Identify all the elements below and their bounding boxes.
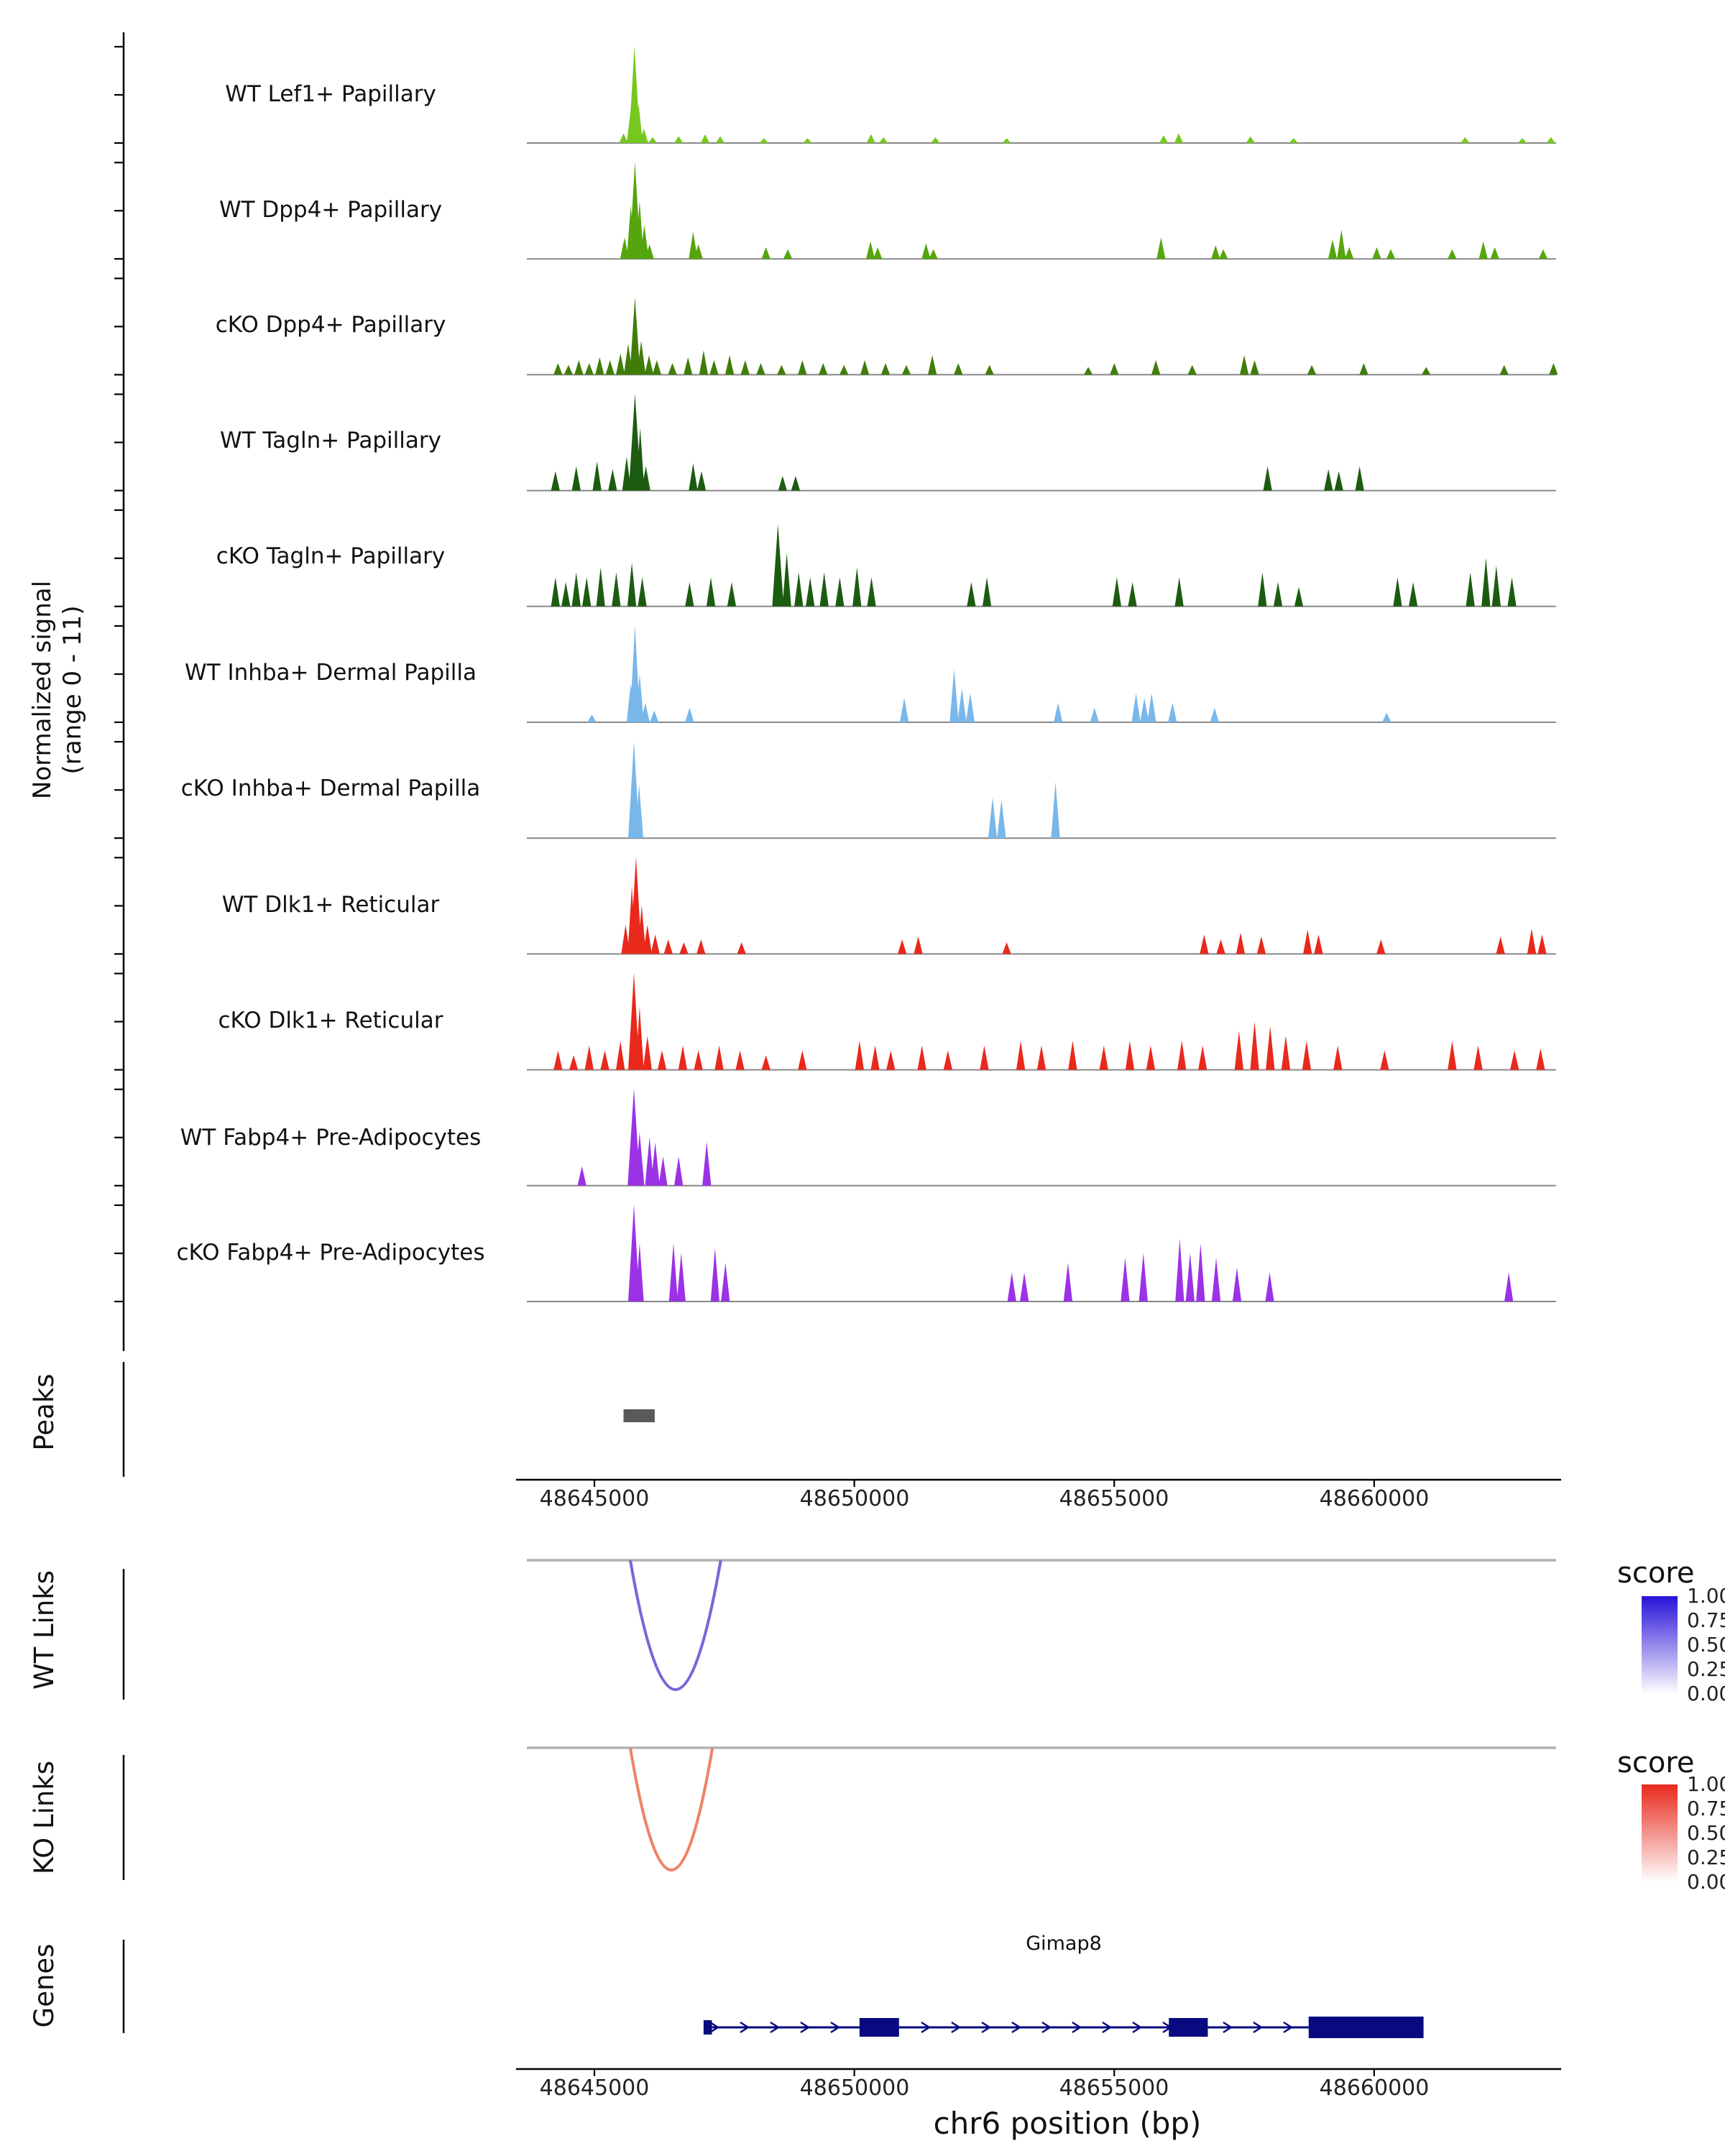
signal-track-3 — [527, 393, 1556, 492]
ko-legend-tick-025: 0.25 — [1687, 1846, 1725, 1869]
link-arc — [628, 1747, 714, 1871]
signal-y-axis — [114, 32, 125, 1351]
links-section-0 — [527, 1559, 1678, 1694]
mid-axis-tick-48660000: 48660000 — [1319, 1486, 1430, 1511]
wt-legend-tick-100: 1.00 — [1687, 1584, 1725, 1608]
gene-exon — [1169, 2018, 1208, 2037]
track-label-wt-inhba-dp: WT Inhba+ Dermal Papilla — [185, 660, 477, 686]
gene-name-gimap8: Gimap8 — [1026, 1932, 1102, 1955]
strand-arrow-icon — [800, 2021, 811, 2034]
strand-arrow-icon — [1072, 2021, 1082, 2034]
signal-track-6 — [527, 741, 1556, 839]
track-label-cko-dpp4-papillary: cKO Dpp4+ Papillary — [215, 312, 446, 338]
strand-arrow-icon — [740, 2021, 750, 2034]
gene-exon — [703, 2020, 712, 2035]
ko-legend-tick-075: 0.75 — [1687, 1797, 1725, 1820]
strand-arrow-icon — [1041, 2021, 1052, 2034]
track-label-wt-dpp4-papillary: WT Dpp4+ Papillary — [218, 197, 443, 223]
strand-arrow-icon — [830, 2021, 841, 2034]
y-axis-label-line2: (range 0 - 11) — [58, 605, 87, 775]
signal-track-0 — [527, 46, 1556, 144]
mid-axis-tick-48645000: 48645000 — [539, 1486, 650, 1511]
wt-legend-tick-000: 0.00 — [1687, 1682, 1725, 1705]
ko-legend-tick-100: 1.00 — [1687, 1772, 1725, 1796]
strand-arrow-icon — [951, 2021, 962, 2034]
score-legend-gradient-0 — [1642, 1596, 1678, 1694]
section-label-genes: Genes — [29, 1943, 60, 2028]
signal-track-7 — [527, 857, 1556, 955]
link-arc — [628, 1560, 722, 1691]
ko-links-legend-title: score — [1617, 1746, 1695, 1779]
signal-track-8 — [527, 972, 1556, 1071]
score-legend-gradient-1 — [1642, 1784, 1678, 1882]
strand-arrow-icon — [1102, 2021, 1113, 2034]
section-label-wt-links: WT Links — [29, 1570, 60, 1690]
track-label-wt-lef1-papillary: WT Lef1+ Papillary — [225, 81, 436, 107]
bottom-axis-tick-48660000: 48660000 — [1319, 2076, 1430, 2101]
signal-track-9 — [527, 1088, 1556, 1187]
y-axis-label: Normalized signal (range 0 - 11) — [27, 474, 88, 906]
strand-arrow-icon — [1283, 2021, 1294, 2034]
track-label-wt-tagln-papillary: WT Tagln+ Papillary — [220, 428, 441, 453]
wt-legend-tick-025: 0.25 — [1687, 1657, 1725, 1681]
gene-model-gimap8 — [703, 2017, 1424, 2038]
bottom-x-axis — [516, 2068, 1561, 2076]
strand-arrow-icon — [770, 2021, 781, 2034]
signal-track-2 — [527, 297, 1558, 376]
wt-legend-tick-050: 0.50 — [1687, 1633, 1725, 1657]
y-axis-label-line1: Normalized signal — [28, 580, 57, 800]
bottom-axis-tick-48645000: 48645000 — [539, 2076, 650, 2101]
track-label-wt-dlk1-reticular: WT Dlk1+ Reticular — [221, 892, 440, 918]
track-label-wt-fabp4-preadip: WT Fabp4+ Pre-Adipocytes — [180, 1125, 482, 1151]
x-axis-label: chr6 position (bp) — [933, 2106, 1202, 2141]
mid-axis-tick-48655000: 48655000 — [1059, 1486, 1169, 1511]
strand-arrow-icon — [709, 2021, 720, 2034]
strand-arrow-icon — [1011, 2021, 1022, 2034]
signal-track-4 — [527, 524, 1556, 607]
bottom-axis-tick-48655000: 48655000 — [1059, 2076, 1169, 2101]
ko-legend-tick-000: 0.00 — [1687, 1870, 1725, 1894]
wt-links-legend-title: score — [1617, 1557, 1695, 1590]
strand-arrow-icon — [1132, 2021, 1143, 2034]
signal-track-5 — [527, 625, 1556, 723]
strand-arrow-icon — [1253, 2021, 1264, 2034]
signal-track-1 — [527, 162, 1556, 260]
strand-arrow-icon — [1223, 2021, 1233, 2034]
gene-exon — [859, 2018, 899, 2037]
mid-axis-tick-48650000: 48650000 — [799, 1486, 910, 1511]
wt-legend-tick-075: 0.75 — [1687, 1608, 1725, 1632]
bottom-axis-tick-48650000: 48650000 — [799, 2076, 910, 2101]
track-label-cko-inhba-dp: cKO Inhba+ Dermal Papilla — [180, 775, 481, 801]
links-section-1 — [527, 1746, 1678, 1882]
peak-region — [623, 1409, 655, 1422]
track-label-cko-dlk1-reticular: cKO Dlk1+ Reticular — [218, 1008, 443, 1033]
strand-arrow-icon — [921, 2021, 932, 2034]
ko-legend-tick-050: 0.50 — [1687, 1821, 1725, 1845]
signal-track-10 — [527, 1204, 1556, 1302]
signal-tracks — [527, 46, 1558, 1302]
track-label-cko-fabp4-preadip: cKO Fabp4+ Pre-Adipocytes — [176, 1240, 485, 1266]
gene-exon — [1308, 2017, 1424, 2038]
mid-x-axis — [516, 1478, 1561, 1487]
section-label-peaks: Peaks — [29, 1373, 60, 1451]
strand-arrow-icon — [981, 2021, 992, 2034]
track-label-cko-tagln-papillary: cKO Tagln+ Papillary — [216, 543, 446, 569]
